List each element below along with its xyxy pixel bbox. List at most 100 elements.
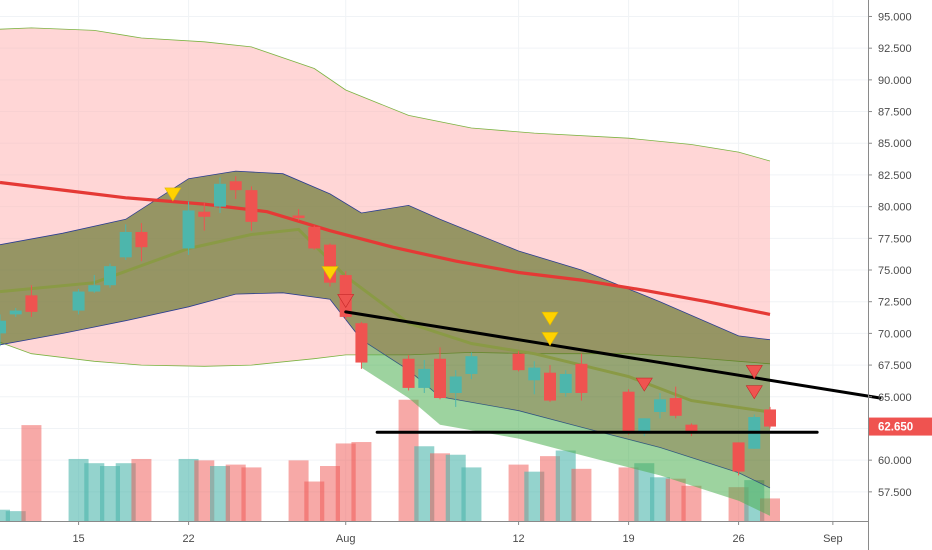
- candle-body: [135, 231, 148, 248]
- volume-bar: [351, 442, 372, 521]
- candle-body: [638, 418, 651, 434]
- candle-body: [449, 376, 462, 393]
- signal-marker-yellow: [541, 332, 559, 347]
- volume-bar: [555, 450, 576, 521]
- candle[interactable]: [434, 347, 446, 400]
- y-tick-label: 72.500: [878, 297, 912, 309]
- candle[interactable]: [182, 201, 195, 255]
- candle-body: [575, 363, 588, 393]
- candle-body: [685, 424, 698, 434]
- candle[interactable]: [292, 209, 305, 221]
- y-tick-label: 67.500: [878, 360, 912, 372]
- candle[interactable]: [9, 308, 22, 317]
- candle[interactable]: [685, 423, 698, 437]
- candle[interactable]: [732, 442, 745, 476]
- candle-body: [528, 367, 541, 381]
- candle-body: [654, 399, 666, 412]
- candle[interactable]: [764, 406, 776, 429]
- volume-bar: [445, 454, 466, 521]
- candle[interactable]: [512, 351, 525, 372]
- candle[interactable]: [198, 202, 211, 231]
- candle[interactable]: [25, 285, 38, 317]
- candle-body: [669, 398, 682, 416]
- candle[interactable]: [559, 370, 572, 397]
- candle[interactable]: [528, 361, 541, 395]
- candle-body: [229, 181, 242, 191]
- y-tick-label: 77.500: [878, 233, 912, 245]
- candle[interactable]: [544, 365, 556, 402]
- signal-marker-red: [337, 294, 355, 309]
- candle[interactable]: [0, 314, 6, 347]
- candle-body: [434, 358, 446, 399]
- candle[interactable]: [575, 353, 588, 401]
- candle[interactable]: [214, 177, 226, 213]
- y-tick-label: 70.000: [878, 328, 912, 340]
- plot-area[interactable]: [0, 0, 868, 521]
- lower-green-fill: [361, 339, 770, 516]
- volume-bar: [335, 443, 356, 521]
- candle[interactable]: [418, 360, 431, 393]
- signal-marker-red: [745, 365, 763, 379]
- y-tick-label: 80.000: [878, 202, 912, 214]
- candle[interactable]: [669, 386, 682, 419]
- candle-body: [25, 295, 38, 312]
- candle-body: [104, 266, 116, 286]
- volume-bar: [524, 471, 545, 521]
- candle-body: [88, 285, 101, 292]
- candle[interactable]: [245, 186, 258, 231]
- candle[interactable]: [622, 389, 635, 435]
- x-tick-label: 15: [72, 533, 84, 545]
- candle-body: [622, 391, 635, 434]
- volume-bar: [115, 463, 136, 521]
- volume-bar: [68, 458, 89, 521]
- last-price-label: 62.650: [878, 422, 913, 434]
- volume-bar: [681, 485, 702, 521]
- candle[interactable]: [88, 275, 101, 293]
- candle[interactable]: [402, 354, 415, 391]
- candle[interactable]: [449, 370, 462, 407]
- volume-bar: [225, 464, 246, 521]
- candle-body: [9, 310, 22, 315]
- trend-line[interactable]: [344, 310, 882, 400]
- signal-marker-yellow: [541, 311, 559, 326]
- volume-bar: [288, 460, 309, 521]
- candle-body: [245, 190, 258, 222]
- candle-body: [214, 183, 226, 207]
- volume-bar: [241, 467, 262, 521]
- volume-bar: [461, 467, 482, 521]
- y-tick-label: 82.500: [878, 170, 912, 182]
- x-tick-label: 26: [732, 533, 744, 545]
- candle[interactable]: [135, 223, 148, 262]
- volume-bar: [210, 466, 230, 521]
- candle[interactable]: [229, 176, 242, 200]
- x-tick-label: 19: [622, 533, 634, 545]
- volume-bar: [398, 399, 419, 521]
- volume-bar: [178, 458, 199, 521]
- candle[interactable]: [465, 352, 478, 380]
- volume-bar: [650, 477, 670, 521]
- volume-bar: [194, 460, 215, 521]
- x-tick-label: 22: [182, 533, 194, 545]
- y-tick-label: 85.000: [878, 138, 912, 150]
- signal-marker-red: [635, 377, 653, 392]
- inner-band-fill: [0, 171, 770, 488]
- volume-bar: [508, 464, 529, 521]
- candle[interactable]: [654, 392, 666, 419]
- candle[interactable]: [308, 225, 321, 250]
- candle[interactable]: [72, 289, 85, 315]
- candle-body: [72, 291, 85, 311]
- volume-bar: [100, 466, 120, 521]
- candle[interactable]: [119, 224, 132, 260]
- candle[interactable]: [104, 263, 116, 288]
- candle[interactable]: [355, 321, 368, 369]
- candle-body: [308, 226, 321, 249]
- candle-body: [418, 368, 431, 388]
- volume-bar: [540, 456, 560, 521]
- x-tick-label: Sep: [823, 533, 843, 545]
- x-tick-label: Aug: [336, 533, 356, 545]
- y-tick-label: 87.500: [878, 107, 912, 119]
- candle-body: [198, 211, 211, 217]
- candle-body: [764, 409, 776, 427]
- volume-bar: [0, 509, 10, 521]
